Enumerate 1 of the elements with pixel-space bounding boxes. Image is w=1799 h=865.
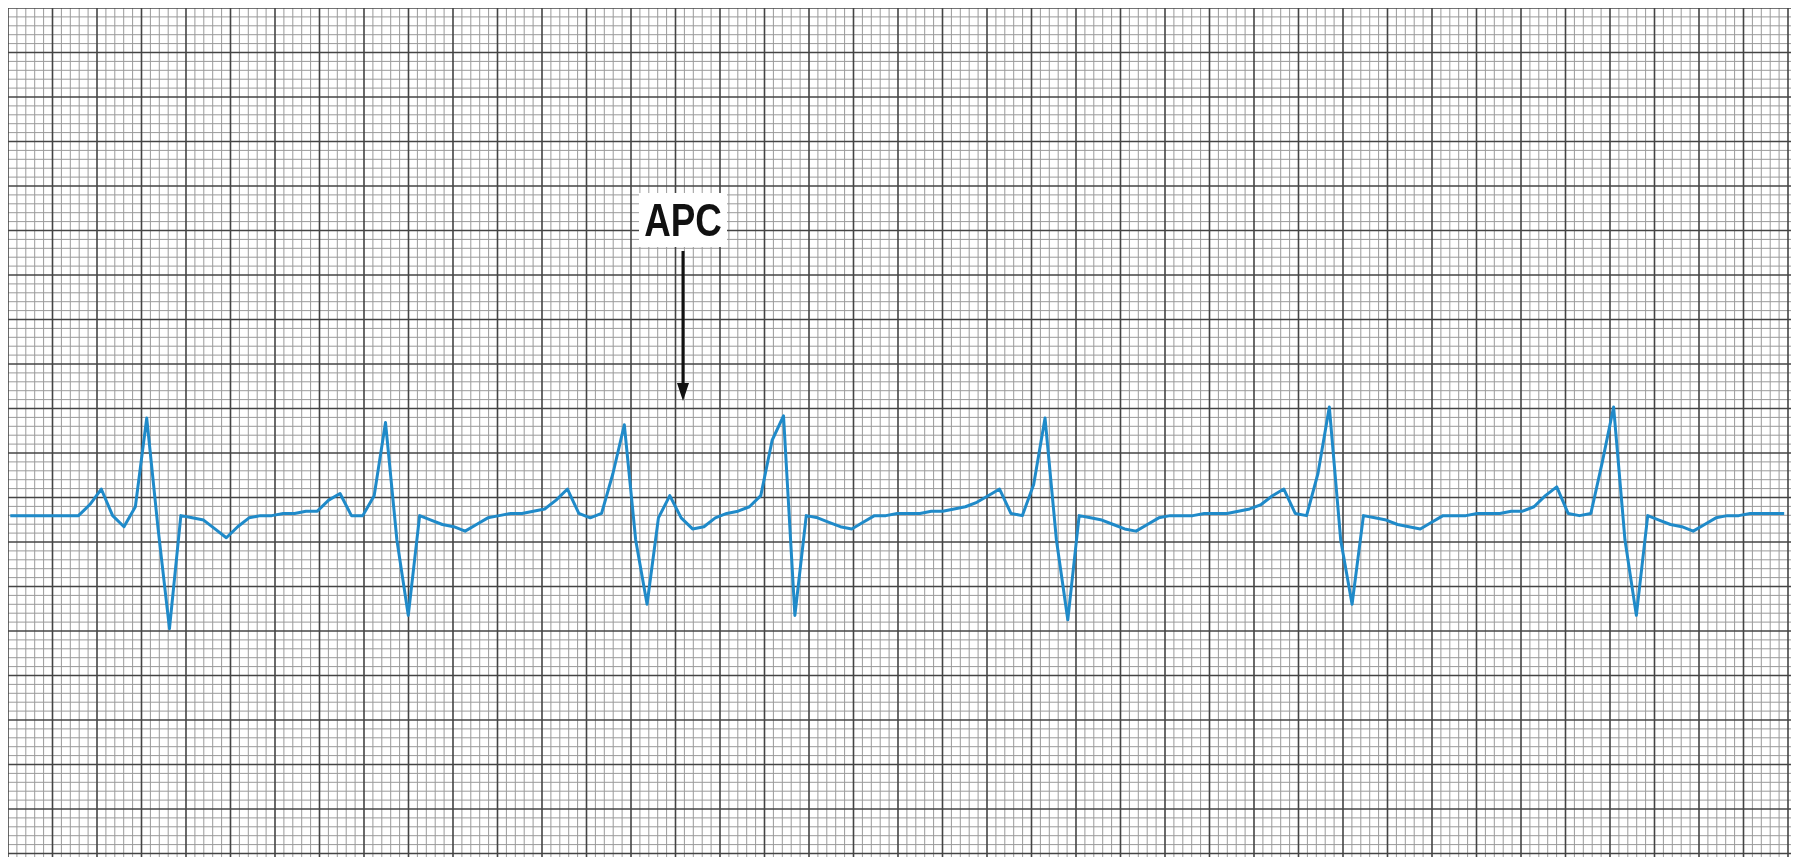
text: APC — [639, 193, 727, 247]
